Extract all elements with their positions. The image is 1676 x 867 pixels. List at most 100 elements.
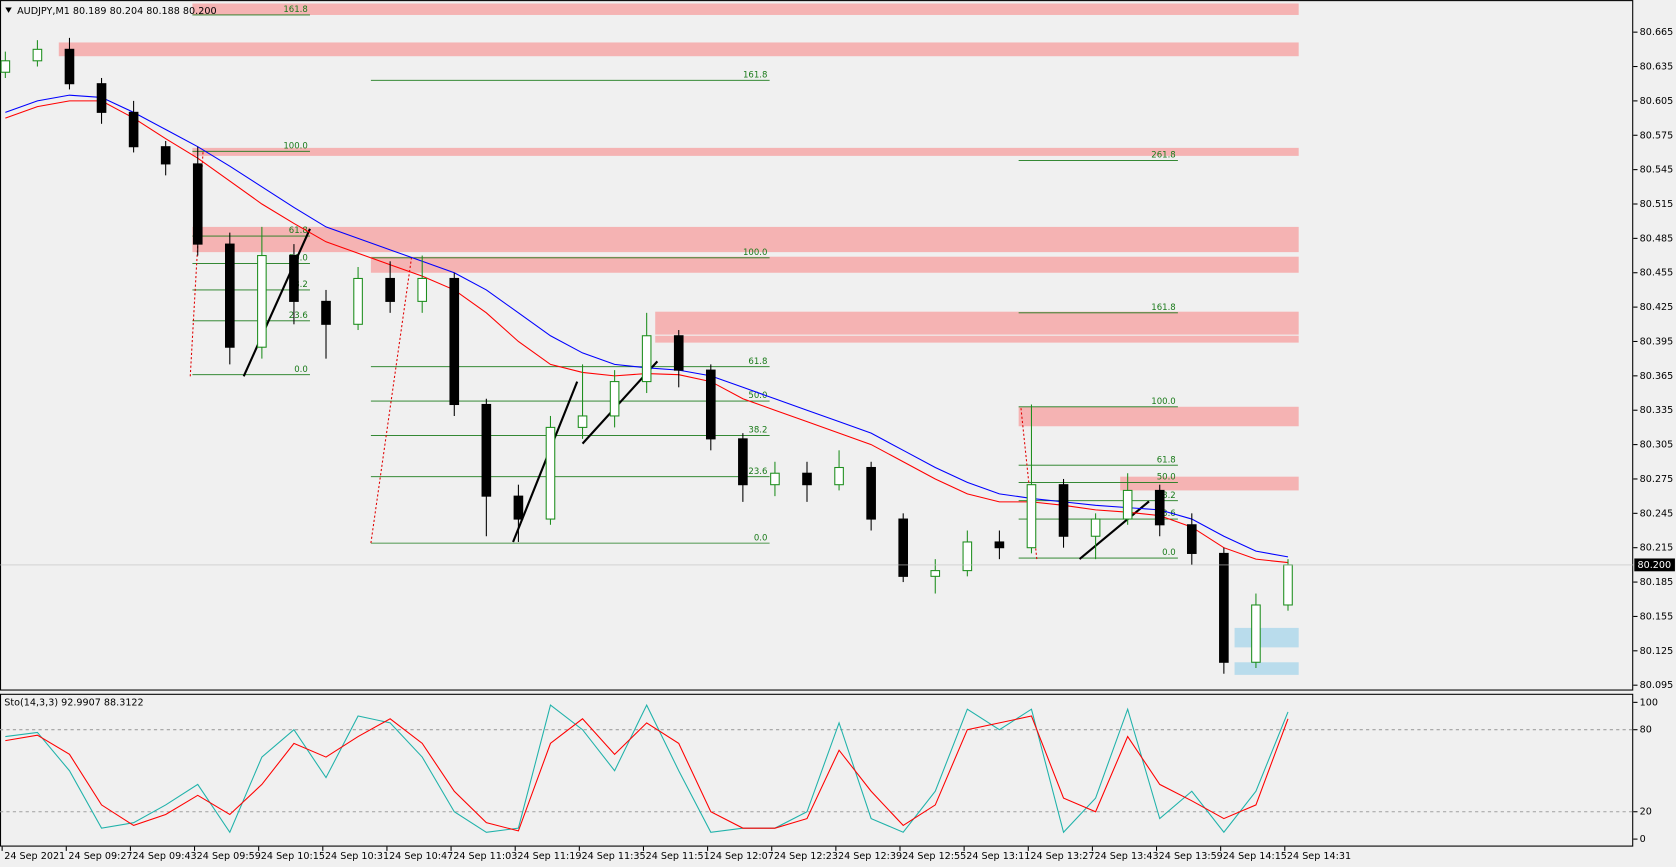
y-tick-label: 80.125 [1640,646,1674,657]
current-price-box [1634,558,1675,572]
x-tick-label: 24 Sep 14:15 [1223,851,1287,862]
zone [192,147,1299,156]
symbol-header: AUDJPY,M1 80.189 80.204 80.188 80.200 [17,6,216,17]
y-tick-label: 80.155 [1640,611,1674,622]
candle-body [513,495,524,520]
y-tick-label: 80.485 [1640,233,1674,244]
y-tick-label: 20 [1640,807,1652,818]
zone [655,311,1299,335]
zone [192,3,1299,15]
fib-label: 50.0 [1157,473,1176,483]
candle-body [224,243,235,348]
fib-label: 23.6 [289,311,308,321]
fib-label: 161.8 [283,5,307,15]
candle-body [64,48,75,85]
candle-body [192,163,203,245]
zone [1234,662,1299,675]
candle-body [577,415,588,428]
candle-body [545,426,556,520]
x-tick-label: 24 Sep 13:59 [1159,851,1223,862]
x-tick-label: 24 Sep 09:27 [68,851,132,862]
candle-body [0,60,11,73]
y-tick-label: 80.365 [1640,371,1674,382]
y-tick-label: 80.425 [1640,302,1674,313]
y-tick-label: 80.665 [1640,27,1674,38]
trend-line [370,257,413,544]
current-price-label: 80.200 [1638,560,1672,571]
trend-line [242,228,311,377]
y-tick-label: 80.305 [1640,440,1674,451]
candle-body [834,466,844,486]
candle-body [802,472,812,486]
candle-body [1154,489,1165,526]
zone [58,42,1299,57]
y-tick-label: 80.335 [1640,405,1674,416]
x-tick-label: 24 Sep 2021 [4,851,65,862]
stochastic-line [5,703,1289,834]
zone [655,335,1299,343]
x-tick-label: 24 Sep 09:43 [133,851,197,862]
x-tick-label: 24 Sep 12:23 [774,851,838,862]
candle-body [866,466,876,520]
candle-body [1058,484,1069,537]
candle-body [353,277,363,325]
y-tick-label: 80.095 [1640,680,1674,691]
candle-body [994,541,1005,549]
x-tick-label: 24 Sep 14:31 [1287,851,1351,862]
candle-body [1122,489,1133,520]
candle-body [738,438,748,486]
fib-label: 100.0 [743,248,767,258]
stochastic-panel [0,693,1634,847]
y-tick-label: 80 [1640,725,1652,736]
y-tick-label: 80.455 [1640,268,1674,279]
menu-arrow[interactable] [5,7,12,13]
fib-label: 23.6 [748,467,767,477]
x-tick-label: 24 Sep 12:07 [710,851,774,862]
candle-body [417,277,428,302]
fib-label: 261.8 [1151,151,1175,161]
fib-label: 0.0 [754,533,768,543]
zone [1234,627,1299,648]
candle-body [1251,604,1261,663]
candle-body [641,335,652,383]
candle-body [1219,552,1229,663]
zone [370,256,1299,273]
fib-label: 61.8 [289,226,308,236]
candle-body [449,277,460,406]
candle-body [481,403,492,497]
zone [1018,406,1299,427]
candle-body [930,570,941,577]
x-tick-label: 24 Sep 13:11 [966,851,1030,862]
candle-body [321,300,331,325]
x-tick-label: 24 Sep 10:15 [261,851,325,862]
candle-body [96,83,107,113]
candle-body [898,518,909,577]
y-tick-label: 80.575 [1640,130,1674,141]
candle-body [1186,524,1197,554]
x-tick-label: 24 Sep 10:47 [389,851,453,862]
y-tick-label: 80.275 [1640,474,1674,485]
x-tick-label: 24 Sep 13:27 [1030,851,1094,862]
y-tick-label: 80.215 [1640,543,1674,554]
x-tick-label: 24 Sep 10:31 [325,851,389,862]
zone [1120,476,1299,491]
fib-label: 0.0 [1162,548,1176,558]
stochastic-line [5,715,1289,832]
fib-label: 50.0 [748,391,767,401]
y-tick-label: 80.605 [1640,96,1674,107]
x-tick-label: 24 Sep 11:51 [646,851,710,862]
layers: 80.665 80.635 80.605 80.575 80.545 80.515 80.4… [0,3,1675,862]
price-panel [0,0,1634,691]
y-tick-label: 100 [1640,697,1658,708]
fib-label: 23.6 [1157,509,1176,519]
candle-body [705,369,716,440]
indicator-title: Sto(14,3,3) 92.9907 88.3122 [4,697,143,708]
candle-body [32,48,43,62]
trend-line [512,381,579,543]
fib-label: 100.0 [1151,397,1175,407]
fib-label: 38.2 [748,426,767,436]
fib-label: 38.2 [1157,491,1176,501]
y-tick-label: 80.245 [1640,508,1674,519]
